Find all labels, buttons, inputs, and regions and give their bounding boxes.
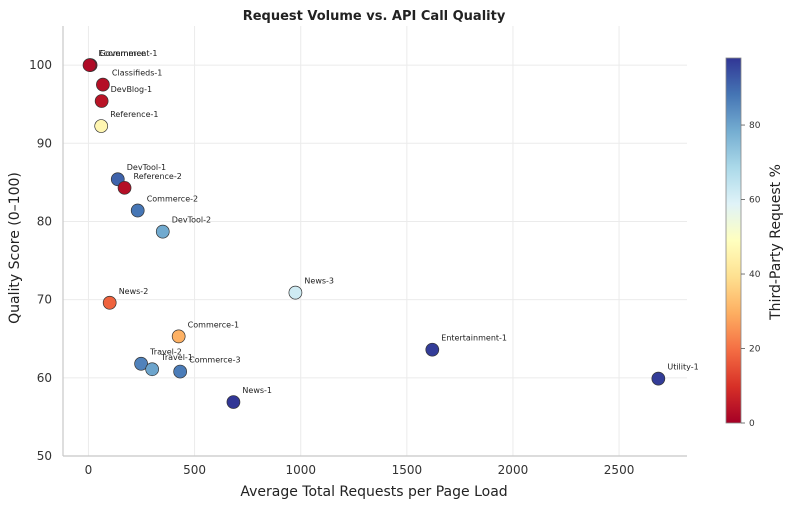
- data-label: News-3: [304, 277, 334, 286]
- data-point: [130, 203, 145, 218]
- data-label: Travel-1: [160, 353, 193, 362]
- data-point: [117, 180, 132, 195]
- colorbar-tick-label: 80: [749, 121, 761, 131]
- data-point: [94, 119, 109, 133]
- data-point: [82, 58, 97, 72]
- data-label: Entertainment-1: [441, 334, 507, 343]
- chart-title: Request Volume vs. API Call Quality: [243, 9, 506, 24]
- data-label: Travel-2: [149, 348, 182, 357]
- x-axis-label: Average Total Requests per Page Load: [240, 484, 507, 500]
- data-point: [134, 356, 148, 371]
- x-tick-label: 2000: [498, 463, 529, 477]
- y-tick-label: 70: [37, 293, 52, 307]
- data-point: [94, 94, 109, 108]
- grid: [63, 26, 687, 457]
- data-point: [425, 342, 440, 357]
- data-label: Reference-2: [134, 172, 182, 181]
- data-label: Reference-1: [110, 110, 158, 119]
- data-label: Commerce-3: [189, 356, 240, 365]
- x-tick-label: 1000: [285, 463, 316, 477]
- data-label: Utility-1: [667, 363, 698, 372]
- y-tick-label: 100: [29, 58, 52, 72]
- colorbar: 0 20 40 60 80: [725, 57, 761, 429]
- data-label: Ecommerce: [99, 49, 146, 58]
- x-tick-label: 500: [183, 463, 206, 477]
- x-tick-label: 0: [85, 463, 93, 477]
- y-axis-label: Quality Score (0–100): [7, 172, 23, 324]
- y-tick-label: 60: [37, 371, 52, 385]
- data-point: [96, 77, 110, 92]
- data-point: [102, 295, 117, 310]
- colorbar-tick-label: 60: [749, 196, 761, 206]
- y-tick-label: 50: [37, 449, 52, 463]
- colorbar-tick-label: 0: [749, 419, 755, 429]
- data-label: News-2: [119, 287, 149, 296]
- colorbar-label: Third-Party Request %: [768, 164, 784, 321]
- data-point: [226, 395, 241, 409]
- data-label: Commerce-2: [147, 195, 198, 204]
- y-tick-label: 90: [37, 136, 52, 150]
- colorbar-tick-label: 40: [749, 270, 761, 280]
- data-point: [145, 362, 159, 377]
- data-point: [155, 224, 170, 239]
- data-point: [651, 371, 666, 386]
- data-label: Classifieds-1: [112, 69, 162, 78]
- axes: 0 500 1000 1500 2000 2500 50 60 70 80 90 100: [29, 26, 687, 477]
- data-label: DevTool-2: [172, 216, 211, 225]
- x-tick-label: 1500: [392, 463, 423, 477]
- x-tick-label: 2500: [604, 463, 635, 477]
- data-point: [173, 364, 188, 379]
- data-label: Commerce-1: [188, 320, 239, 329]
- scatter-points: [82, 58, 666, 409]
- y-tick-label: 80: [37, 214, 52, 228]
- data-point: [171, 329, 186, 344]
- data-point: [288, 285, 303, 300]
- colorbar-tick-label: 20: [749, 345, 761, 355]
- colorbar-gradient: [725, 57, 742, 424]
- data-label: News-1: [242, 386, 272, 395]
- data-label: DevTool-1: [127, 163, 166, 172]
- data-label: DevBlog-1: [111, 85, 152, 94]
- data-label: Government-1: [100, 49, 158, 58]
